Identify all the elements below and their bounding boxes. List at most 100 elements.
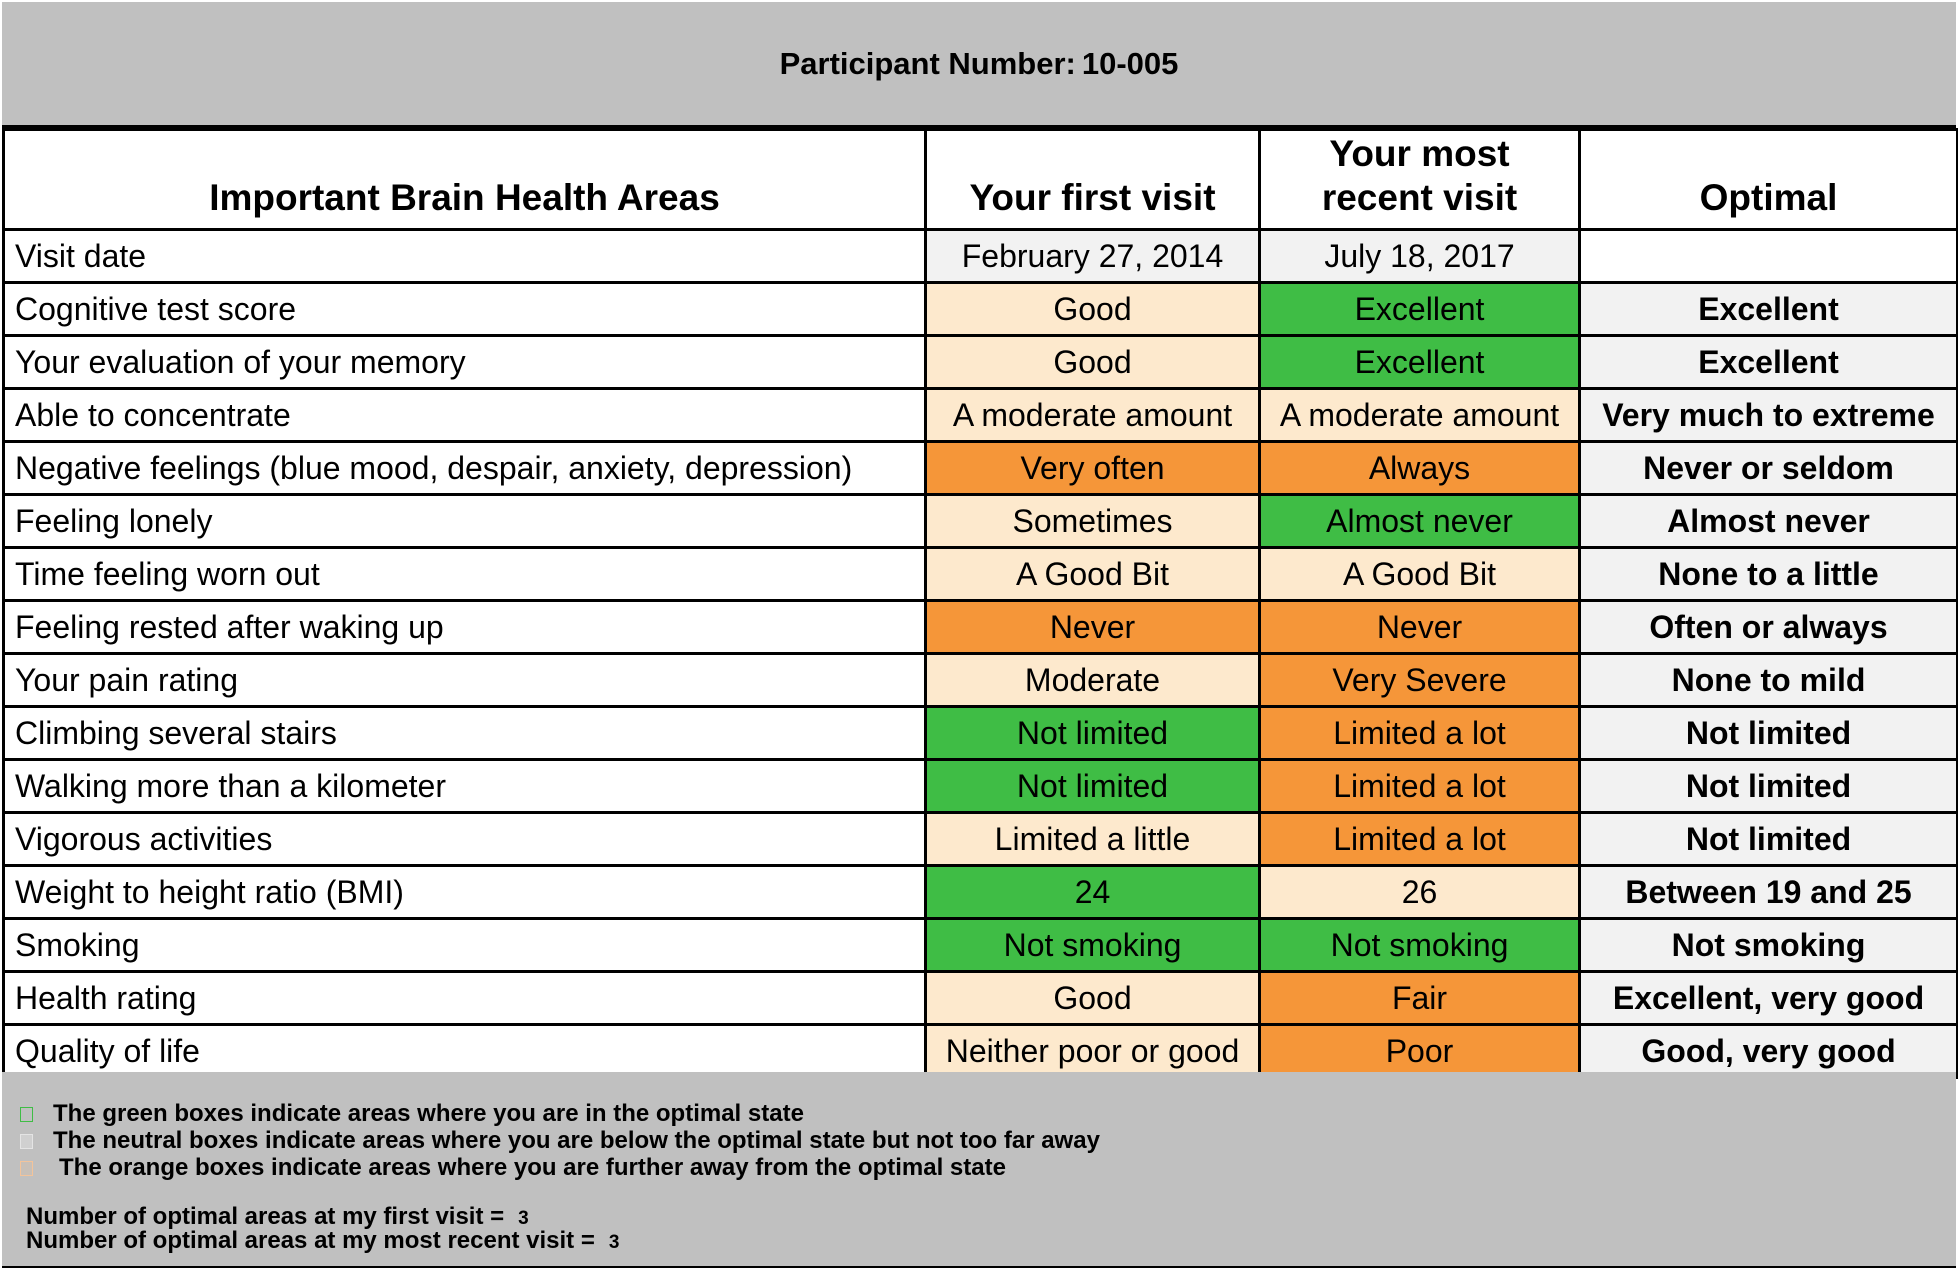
optimal-cell <box>1578 228 1958 284</box>
recent-visit-cell: A moderate amount <box>1258 387 1581 443</box>
table-row: Quality of life Neither poor or good Poor G… <box>2 1023 1958 1079</box>
recent-visit-cell: Very Severe <box>1258 652 1581 708</box>
table-row: Your evaluation of your memory Good Excell… <box>2 334 1958 390</box>
first-visit-cell: Not smoking <box>924 917 1261 973</box>
table-row: Smoking Not smoking Not smoking Not smoking <box>2 917 1958 973</box>
neutral-box-icon <box>20 1133 33 1149</box>
header-areas: Important Brain Health Areas <box>2 128 927 231</box>
first-visit-cell: Limited a little <box>924 811 1261 867</box>
legend-neutral-text: The neutral boxes indicate areas where y… <box>53 1127 1100 1154</box>
first-visit-cell: Never <box>924 599 1261 655</box>
header-first-visit: Your first visit <box>924 128 1261 231</box>
count-recent-value: 3 <box>608 1232 620 1253</box>
table-row: Time feeling worn out A Good Bit A Good Bi… <box>2 546 1958 602</box>
area-cell: Cognitive test score <box>2 281 927 337</box>
recent-visit-cell: Almost never <box>1258 493 1581 549</box>
count-first-visit: Number of optimal areas at my first visi… <box>26 1204 529 1232</box>
area-cell: Vigorous activities <box>2 811 927 867</box>
first-visit-cell: Moderate <box>924 652 1261 708</box>
area-cell: Walking more than a kilometer <box>2 758 927 814</box>
area-cell: Your pain rating <box>2 652 927 708</box>
recent-visit-cell: Limited a lot <box>1258 811 1581 867</box>
optimal-cell: Often or always <box>1578 599 1958 655</box>
optimal-cell: Not smoking <box>1578 917 1958 973</box>
first-visit-cell: Good <box>924 334 1261 390</box>
green-box-icon <box>20 1106 33 1122</box>
table-row: Your pain rating Moderate Very Severe None … <box>2 652 1958 708</box>
area-cell: Weight to height ratio (BMI) <box>2 864 927 920</box>
area-cell: Your evaluation of your memory <box>2 334 927 390</box>
legend-orange-text: The orange boxes indicate areas where yo… <box>59 1154 1006 1181</box>
first-visit-cell: Very often <box>924 440 1261 496</box>
area-cell: Able to concentrate <box>2 387 927 443</box>
header-optimal: Optimal <box>1578 128 1958 231</box>
participant-number-value: 10-005 <box>1081 45 1179 81</box>
header-recent-visit-line1: Your most <box>1329 133 1510 174</box>
first-visit-cell: Good <box>924 281 1261 337</box>
area-cell: Visit date <box>2 228 927 284</box>
optimal-cell: Between 19 and 25 <box>1578 864 1958 920</box>
recent-visit-cell: Fair <box>1258 970 1581 1026</box>
area-cell: Feeling rested after waking up <box>2 599 927 655</box>
recent-visit-cell: Poor <box>1258 1023 1581 1079</box>
table-row: Health rating Good Fair Excellent, very goo… <box>2 970 1958 1026</box>
area-cell: Quality of life <box>2 1023 927 1079</box>
optimal-cell: None to mild <box>1578 652 1958 708</box>
recent-visit-cell: Limited a lot <box>1258 705 1581 761</box>
table-row: Negative feelings (blue mood, despair, a… <box>2 440 1958 496</box>
orange-box-icon <box>20 1160 33 1176</box>
recent-visit-cell: Not smoking <box>1258 917 1581 973</box>
optimal-cell: Good, very good <box>1578 1023 1958 1079</box>
area-cell: Smoking <box>2 917 927 973</box>
recent-visit-cell: July 18, 2017 <box>1258 228 1581 284</box>
first-visit-cell: A moderate amount <box>924 387 1261 443</box>
count-recent-label: Number of optimal areas at my most recen… <box>26 1227 595 1254</box>
recent-visit-cell: Excellent <box>1258 281 1581 337</box>
count-first-label: Number of optimal areas at my first visi… <box>26 1203 505 1230</box>
optimal-cell: Excellent <box>1578 334 1958 390</box>
table-row: Walking more than a kilometer Not limited… <box>2 758 1958 814</box>
legend-neutral: The neutral boxes indicate areas where y… <box>20 1127 1100 1155</box>
first-visit-cell: Not limited <box>924 705 1261 761</box>
first-visit-cell: Sometimes <box>924 493 1261 549</box>
first-visit-cell: Neither poor or good <box>924 1023 1261 1079</box>
first-visit-cell: Not limited <box>924 758 1261 814</box>
legend-green: The green boxes indicate areas where you… <box>20 1100 804 1128</box>
participant-title-bar: Participant Number: 10-005 <box>2 2 1956 128</box>
optimal-cell: Not limited <box>1578 811 1958 867</box>
optimal-cell: Excellent, very good <box>1578 970 1958 1026</box>
optimal-cell: Excellent <box>1578 281 1958 337</box>
optimal-cell: Not limited <box>1578 705 1958 761</box>
optimal-cell: Very much to extreme <box>1578 387 1958 443</box>
recent-visit-cell: Never <box>1258 599 1581 655</box>
table-header-row: Important Brain Health Areas Your first … <box>2 128 1958 231</box>
table-row: Weight to height ratio (BMI) 24 26 Between … <box>2 864 1958 920</box>
header-recent-visit: Your most recent visit <box>1258 128 1581 231</box>
first-visit-cell: 24 <box>924 864 1261 920</box>
table-row: Vigorous activities Limited a little Limit… <box>2 811 1958 867</box>
recent-visit-cell: Limited a lot <box>1258 758 1581 814</box>
table-row: Feeling rested after waking up Never Never… <box>2 599 1958 655</box>
first-visit-cell: Good <box>924 970 1261 1026</box>
first-visit-cell: A Good Bit <box>924 546 1261 602</box>
count-recent-visit: Number of optimal areas at my most recen… <box>26 1228 619 1256</box>
table-row: Feeling lonely Sometimes Almost never Almos… <box>2 493 1958 549</box>
header-recent-visit-line2: recent visit <box>1321 177 1518 218</box>
count-first-value: 3 <box>518 1208 529 1229</box>
participant-number-label: Participant Number: <box>779 45 1076 81</box>
area-cell: Climbing several stairs <box>2 705 927 761</box>
area-cell: Negative feelings (blue mood, despair, a… <box>2 440 927 496</box>
area-cell: Feeling lonely <box>2 493 927 549</box>
table-row: Cognitive test score Good Excellent Excelle… <box>2 281 1958 337</box>
area-cell: Health rating <box>2 970 927 1026</box>
table-row: Able to concentrate A moderate amount A mo… <box>2 387 1958 443</box>
first-visit-cell: February 27, 2014 <box>924 228 1261 284</box>
recent-visit-cell: 26 <box>1258 864 1581 920</box>
brain-health-table: Important Brain Health Areas Your first … <box>2 128 1958 1079</box>
table-row: Visit date February 27, 2014 July 18, 2017 <box>2 228 1958 284</box>
optimal-cell: Never or seldom <box>1578 440 1958 496</box>
recent-visit-cell: Excellent <box>1258 334 1581 390</box>
optimal-cell: Not limited <box>1578 758 1958 814</box>
legend-footer: The green boxes indicate areas where you… <box>2 1072 1956 1268</box>
